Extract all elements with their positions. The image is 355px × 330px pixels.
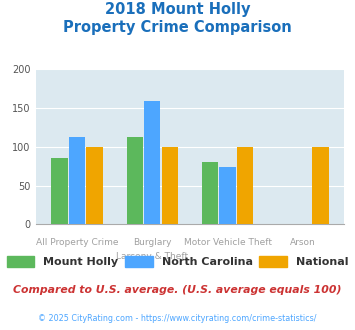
Bar xyxy=(312,147,329,224)
Bar xyxy=(69,137,85,224)
Bar xyxy=(126,137,143,224)
Text: All Property Crime: All Property Crime xyxy=(36,238,118,247)
Text: 2018 Mount Holly: 2018 Mount Holly xyxy=(105,2,250,16)
Text: Larceny & Theft: Larceny & Theft xyxy=(116,252,188,261)
Bar xyxy=(144,101,160,224)
Bar xyxy=(202,162,218,224)
Bar xyxy=(219,167,236,224)
Text: Burglary: Burglary xyxy=(133,238,171,247)
Text: Motor Vehicle Theft: Motor Vehicle Theft xyxy=(184,238,272,247)
Text: Compared to U.S. average. (U.S. average equals 100): Compared to U.S. average. (U.S. average … xyxy=(13,285,342,295)
Bar xyxy=(51,158,67,224)
Bar xyxy=(237,147,253,224)
Bar xyxy=(162,147,178,224)
Text: © 2025 CityRating.com - https://www.cityrating.com/crime-statistics/: © 2025 CityRating.com - https://www.city… xyxy=(38,314,317,323)
Text: Arson: Arson xyxy=(290,238,316,247)
Text: Property Crime Comparison: Property Crime Comparison xyxy=(63,20,292,35)
Bar xyxy=(86,147,103,224)
Legend: Mount Holly, North Carolina, National: Mount Holly, North Carolina, National xyxy=(2,251,353,271)
